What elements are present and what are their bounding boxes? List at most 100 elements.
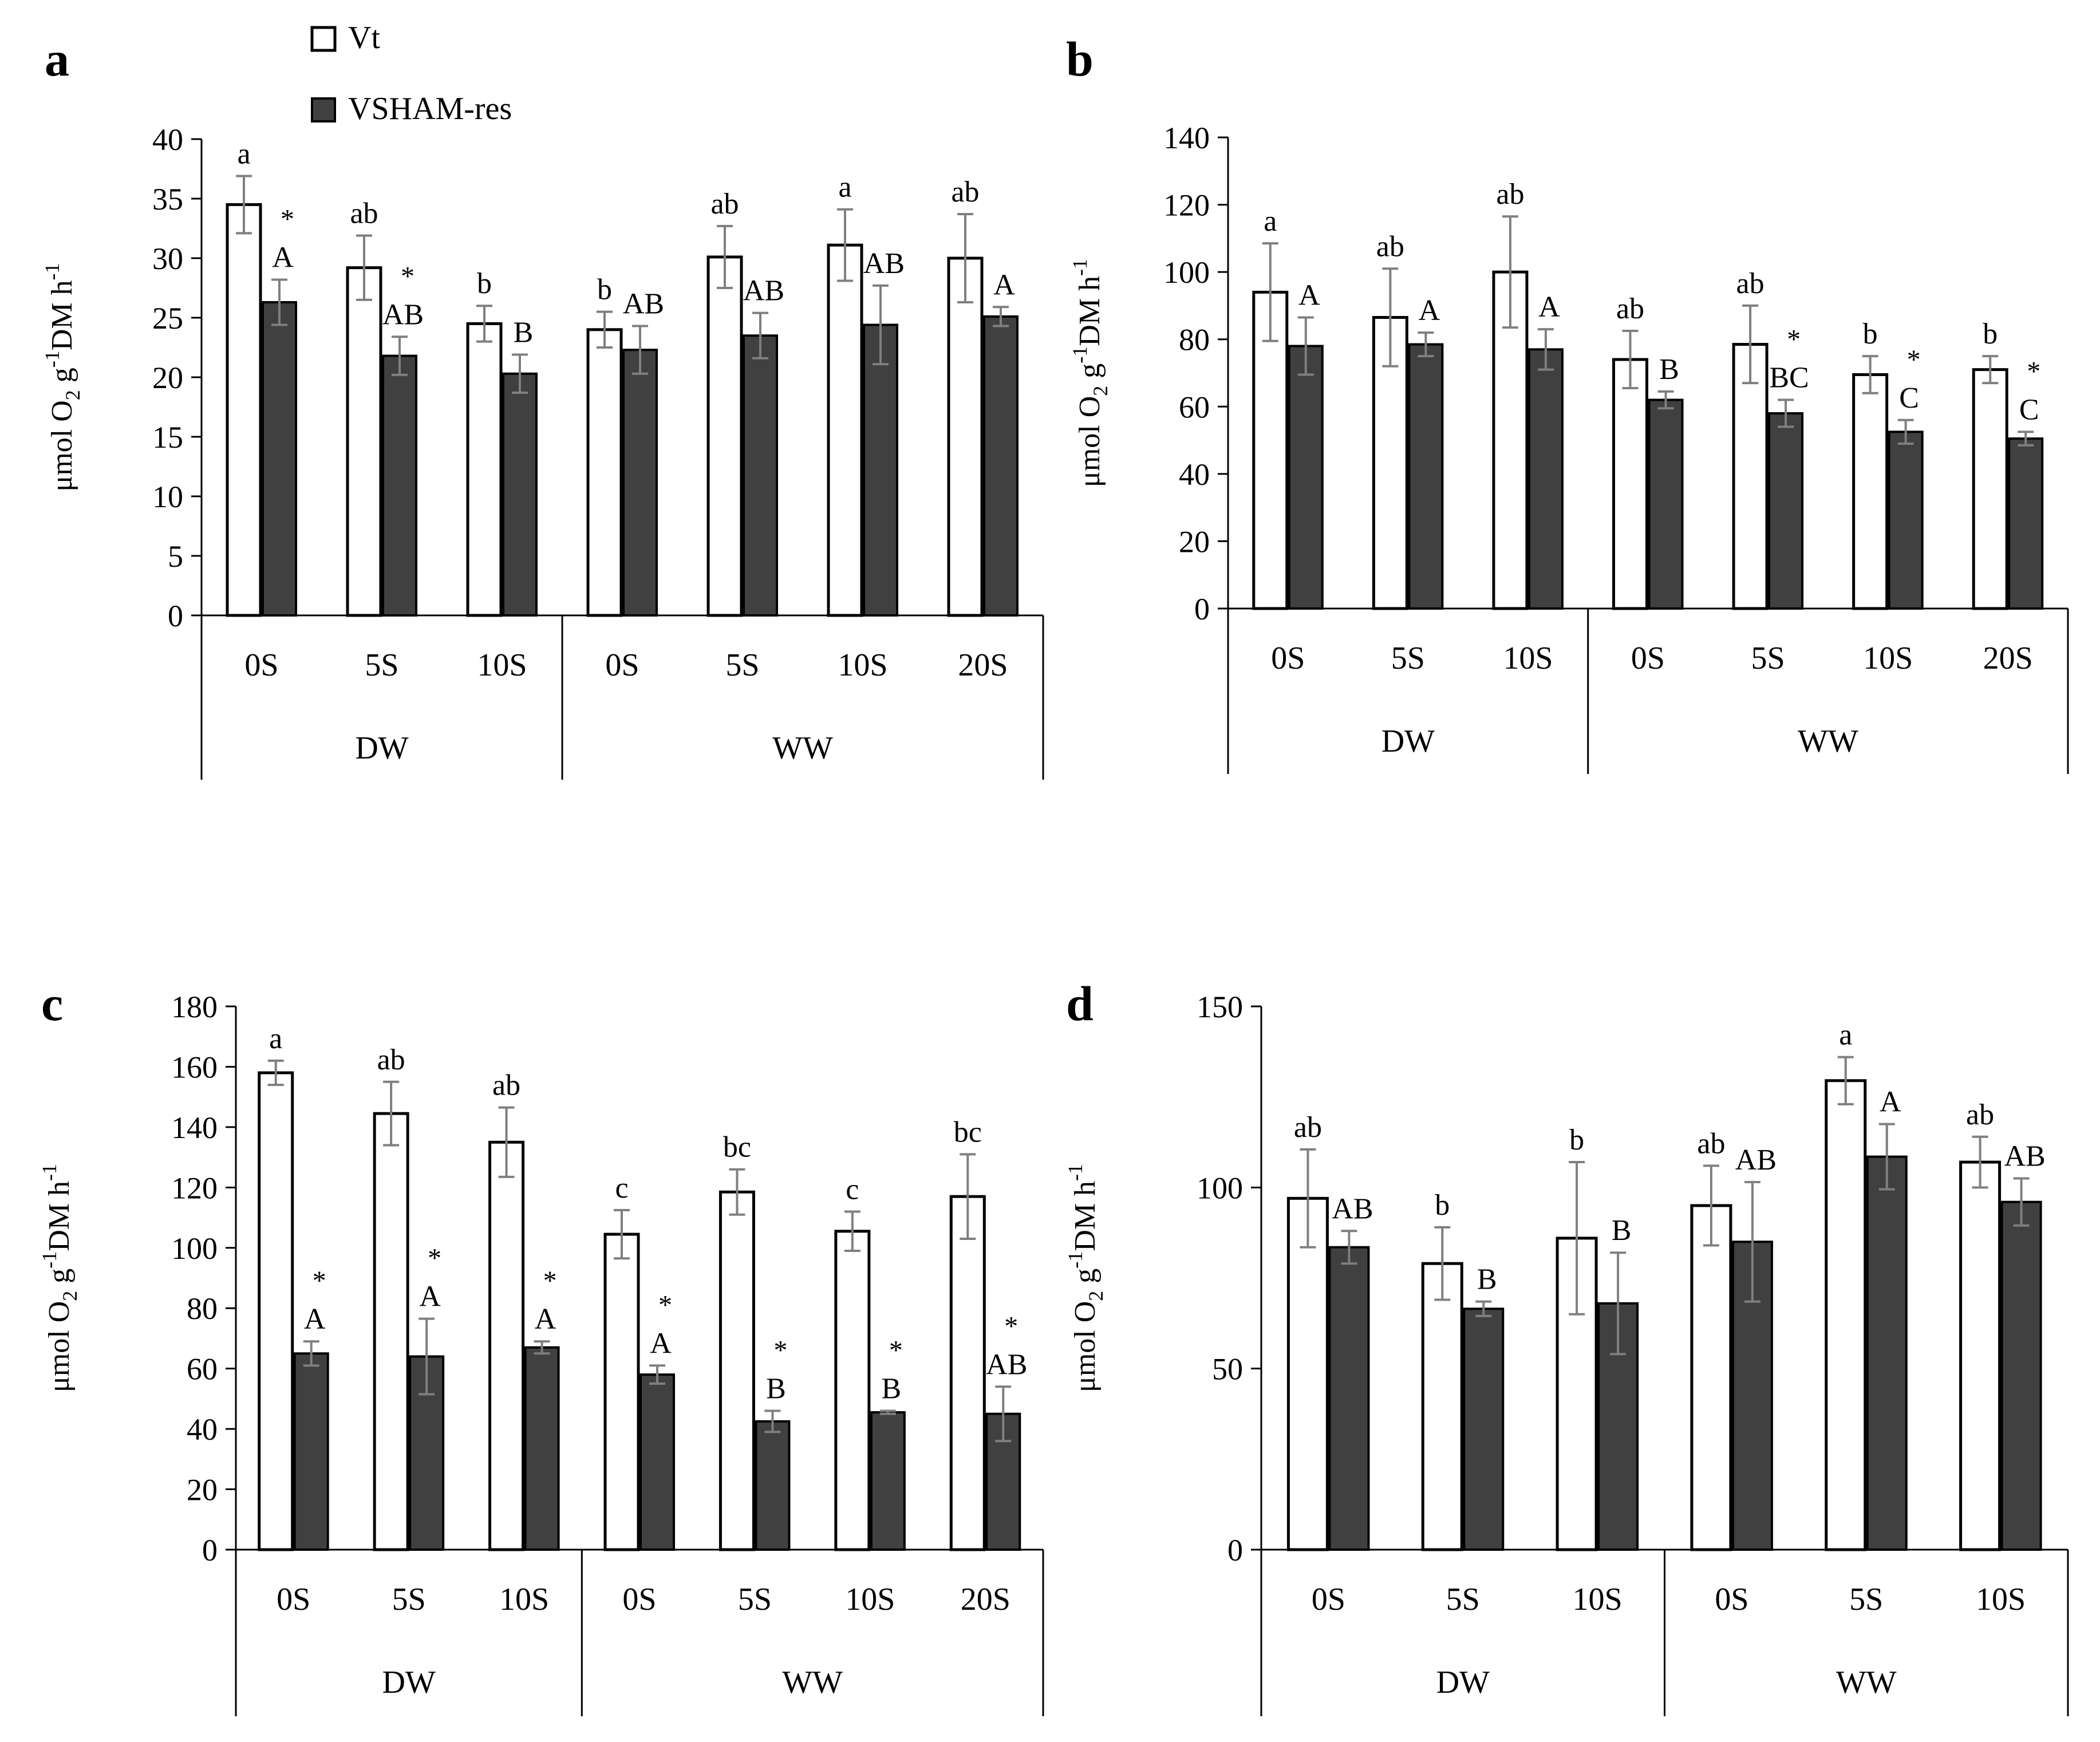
y-axis-label-part: DM h (46, 280, 78, 350)
significance-letter-vt: a (269, 1022, 282, 1055)
significance-letter-vsham: AB (986, 1348, 1027, 1381)
x-tick-label: 20S (958, 647, 1008, 683)
bar-vsham (2008, 437, 2044, 610)
significance-letter-vsham: AB (623, 288, 664, 321)
x-tick-label: 5S (738, 1582, 772, 1617)
bar-vsham (1328, 1246, 1370, 1551)
bar-vsham (1768, 412, 1804, 610)
bar-vsham (863, 323, 898, 617)
bar-vsham (262, 301, 297, 617)
bar-vt (827, 243, 863, 617)
significance-letter-vt: b (1983, 318, 1998, 350)
y-axis-label-part: 2 (1089, 386, 1112, 396)
y-tick-label: 20 (1179, 524, 1210, 559)
y-tick-label: 80 (187, 1291, 218, 1326)
bar-vt (466, 322, 503, 617)
x-tick-label: 0S (605, 647, 639, 683)
y-tick-label: 0 (1227, 1533, 1243, 1567)
y-tick-label: 40 (1179, 457, 1210, 492)
x-tick-label: 10S (845, 1582, 895, 1617)
y-tick-label: 140 (171, 1111, 218, 1145)
significance-letter-vsham: C (1899, 382, 1919, 414)
bar-vsham (382, 354, 417, 617)
y-axis-label-part: DM h (1073, 276, 1106, 346)
bar-vt (949, 1195, 986, 1551)
bar-vsham (1888, 430, 1924, 610)
x-tick-label: 5S (365, 647, 398, 683)
significance-letter-vsham: B (1612, 1214, 1632, 1247)
y-axis-label-part: -1 (1064, 1164, 1087, 1181)
bar-vsham (983, 315, 1019, 617)
y-axis-label-part: -1 (1064, 1251, 1087, 1269)
y-tick-label: 150 (1197, 990, 1243, 1024)
bar-vsham (2000, 1200, 2042, 1551)
significance-letter-vt: ab (1736, 267, 1765, 300)
x-tick-label: 0S (244, 647, 278, 683)
significance-letter-vt: ab (1697, 1127, 1725, 1160)
bar-vt (1959, 1160, 2002, 1551)
x-tick-label: 10S (1573, 1582, 1623, 1617)
x-tick-label: 0S (277, 1582, 310, 1617)
y-tick-label: 40 (152, 123, 183, 157)
y-axis-label-part: g (43, 1269, 76, 1291)
significance-star: * (281, 204, 294, 234)
bar-vsham (622, 349, 658, 617)
significance-letter-vt: bc (954, 1116, 982, 1148)
significance-letter-vt: a (1264, 205, 1277, 238)
significance-letter-vsham: B (1477, 1263, 1497, 1296)
y-tick-label: 60 (1179, 390, 1210, 424)
significance-letter-vt: b (1863, 318, 1878, 350)
legend-label-vt: Vt (348, 20, 380, 56)
significance-letter-vt: c (615, 1172, 628, 1204)
legend: Vt VSHAM-res (310, 20, 512, 127)
x-tick-label: 10S (1976, 1582, 2026, 1617)
panel-letter: d (1066, 976, 1094, 1031)
bar-vsham (640, 1373, 675, 1551)
significance-letter-vt: bc (723, 1131, 751, 1164)
y-tick-label: 160 (171, 1050, 218, 1084)
group-label: WW (1836, 1665, 1897, 1700)
bar-vt (947, 256, 984, 617)
bar-vt (1972, 368, 2008, 610)
y-axis-label-part: -1 (38, 1251, 61, 1269)
y-axis-label: μmol O2 g-1DM h-1 (41, 263, 84, 491)
bar-vt (1612, 358, 1648, 610)
significance-letter-vsham: B (514, 316, 534, 349)
x-tick-label: 0S (1312, 1582, 1345, 1617)
y-axis-label-part: 2 (58, 1291, 81, 1301)
significance-letter-vt: a (237, 137, 250, 170)
y-axis-label-part: g (1073, 364, 1106, 386)
bar-vsham (755, 1420, 791, 1551)
bar-vt (226, 203, 262, 617)
significance-letter-vt: b (597, 274, 612, 306)
y-tick-label: 20 (187, 1473, 218, 1507)
y-tick-label: 80 (1179, 323, 1210, 357)
significance-letter-vsham: BC (1769, 362, 1809, 394)
y-tick-label: 60 (187, 1352, 218, 1387)
significance-letter-vt: ab (1966, 1099, 1994, 1131)
y-axis-label: μmol O2 g-1DM h-1 (1068, 259, 1112, 487)
significance-letter-vsham: AB (382, 298, 424, 331)
y-axis-label-part: g (1069, 1269, 1102, 1291)
x-tick-label: 0S (622, 1582, 656, 1617)
bar-vsham (1463, 1308, 1505, 1551)
group-label: WW (772, 730, 833, 766)
significance-star: * (313, 1266, 326, 1296)
y-axis-label-part: μmol O (1069, 1301, 1102, 1392)
bar-vt (706, 255, 743, 617)
bar-vt (586, 328, 623, 617)
significance-star: * (543, 1266, 557, 1296)
significance-letter-vsham: C (2019, 393, 2039, 426)
significance-letter-vsham: AB (743, 275, 784, 307)
x-tick-label: 5S (725, 647, 759, 683)
y-tick-label: 120 (1163, 188, 1210, 223)
y-axis-label-part: DM h (43, 1181, 76, 1251)
bar-vt (834, 1230, 871, 1551)
y-axis-label-part: -1 (41, 263, 64, 280)
significance-star: * (428, 1243, 441, 1274)
y-tick-label: 100 (171, 1231, 218, 1266)
y-tick-label: 0 (168, 599, 183, 633)
